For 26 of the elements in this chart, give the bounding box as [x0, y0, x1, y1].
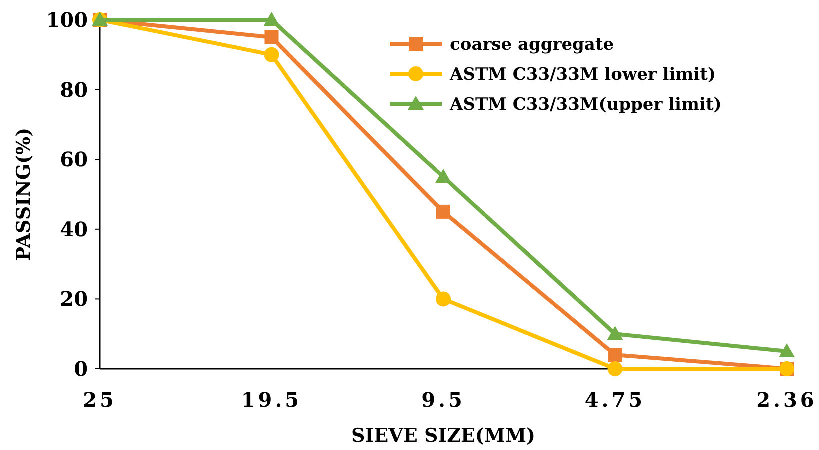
- y-axis-title: PASSING(%): [13, 128, 35, 262]
- point: [264, 12, 280, 26]
- x-tick-label: 9.5: [422, 388, 466, 412]
- point: [264, 47, 280, 62]
- point: [436, 204, 450, 219]
- y-tick-label: 80: [60, 78, 88, 102]
- legend-label: ASTM C33/33M lower limit): [449, 64, 716, 85]
- point: [264, 30, 279, 44]
- legend-label: ASTM C33/33M(upper limit): [449, 94, 722, 115]
- y-tick-label: 60: [60, 148, 88, 172]
- point: [608, 362, 623, 376]
- x-axis-title: SIEVE SIZE(MM): [352, 425, 536, 447]
- y-tick-label: 100: [46, 8, 88, 32]
- legend-label: coarse aggregate: [450, 34, 614, 55]
- point: [607, 326, 624, 340]
- y-tick-label: 0: [74, 357, 88, 381]
- y-tick-label: 40: [60, 217, 88, 242]
- x-tick-label: 4.75: [584, 388, 646, 412]
- point: [436, 292, 451, 307]
- point: [436, 169, 452, 184]
- point: [608, 348, 622, 362]
- x-tick-label: 2.36: [756, 388, 818, 412]
- y-tick-label: 20: [60, 287, 88, 312]
- x-tick-label: 25: [83, 388, 117, 412]
- point: [779, 344, 795, 358]
- x-tick-label: 19.5: [241, 388, 302, 412]
